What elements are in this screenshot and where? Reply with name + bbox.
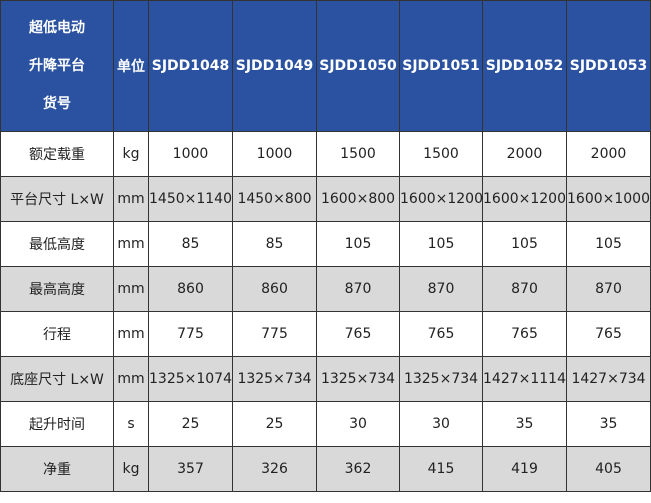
row-value: 105 — [316, 221, 400, 267]
row-value: 1450×800 — [232, 176, 317, 222]
row-value: 1500 — [399, 131, 483, 177]
row-value: 105 — [399, 221, 483, 267]
row-value: 870 — [482, 266, 567, 312]
row-value: 35 — [566, 401, 651, 447]
row-value: 870 — [316, 266, 400, 312]
row-unit: mm — [113, 221, 149, 267]
row-value: 405 — [566, 446, 651, 492]
header-title-line: 货号 — [43, 96, 71, 112]
table-row: 最高高度 mm 860 860 870 870 870 870 — [0, 266, 651, 312]
row-value: 1600×1000 — [566, 176, 651, 222]
header-model: SJDD1053 — [566, 0, 651, 132]
header-title-line: 超低电动 — [29, 20, 85, 36]
row-label: 净重 — [0, 446, 114, 492]
row-value: 326 — [232, 446, 317, 492]
row-value: 85 — [148, 221, 233, 267]
row-value: 870 — [566, 266, 651, 312]
row-value: 1500 — [316, 131, 400, 177]
row-unit: mm — [113, 356, 149, 402]
row-value: 105 — [566, 221, 651, 267]
row-value: 1325×734 — [399, 356, 483, 402]
row-label: 行程 — [0, 311, 114, 357]
row-label: 最高高度 — [0, 266, 114, 312]
row-value: 357 — [148, 446, 233, 492]
row-label: 平台尺寸 L×W — [0, 176, 114, 222]
row-value: 25 — [148, 401, 233, 447]
row-value: 775 — [232, 311, 317, 357]
table-row: 平台尺寸 L×W mm 1450×1140 1450×800 1600×800 1600×… — [0, 176, 651, 222]
row-label: 最低高度 — [0, 221, 114, 267]
row-value: 1450×1140 — [148, 176, 233, 222]
row-value: 1325×734 — [316, 356, 400, 402]
row-value: 765 — [399, 311, 483, 357]
row-value: 775 — [148, 311, 233, 357]
row-value: 765 — [482, 311, 567, 357]
row-value: 362 — [316, 446, 400, 492]
table-row: 最低高度 mm 85 85 105 105 105 105 — [0, 221, 651, 267]
table-row: 净重 kg 357 326 362 415 419 405 — [0, 446, 651, 492]
row-value: 35 — [482, 401, 567, 447]
row-value: 1600×1200 — [399, 176, 483, 222]
row-value: 2000 — [566, 131, 651, 177]
row-label: 底座尺寸 L×W — [0, 356, 114, 402]
row-label: 额定载重 — [0, 131, 114, 177]
row-value: 85 — [232, 221, 317, 267]
row-unit: mm — [113, 266, 149, 312]
row-value: 415 — [399, 446, 483, 492]
row-value: 870 — [399, 266, 483, 312]
row-value: 1600×800 — [316, 176, 400, 222]
row-unit: kg — [113, 446, 149, 492]
row-unit: kg — [113, 131, 149, 177]
table-row: 行程 mm 775 775 765 765 765 765 — [0, 311, 651, 357]
row-value: 1000 — [232, 131, 317, 177]
row-value: 765 — [316, 311, 400, 357]
row-value: 860 — [148, 266, 233, 312]
row-value: 765 — [566, 311, 651, 357]
row-value: 1427×1114 — [482, 356, 567, 402]
row-label: 起升时间 — [0, 401, 114, 447]
header-model: SJDD1052 — [482, 0, 567, 132]
header-model: SJDD1048 — [148, 0, 233, 132]
header-row: 超低电动 升降平台 货号 单位 SJDD1048 SJDD1049 SJDD10… — [0, 0, 651, 132]
row-value: 419 — [482, 446, 567, 492]
header-model: SJDD1050 — [316, 0, 400, 132]
row-value: 860 — [232, 266, 317, 312]
row-value: 105 — [482, 221, 567, 267]
header-title-line: 升降平台 — [29, 58, 85, 74]
table-row: 起升时间 s 25 25 30 30 35 35 — [0, 401, 651, 447]
row-value: 25 — [232, 401, 317, 447]
row-value: 1325×734 — [232, 356, 317, 402]
header-model: SJDD1051 — [399, 0, 483, 132]
row-value: 30 — [399, 401, 483, 447]
row-unit: s — [113, 401, 149, 447]
row-value: 30 — [316, 401, 400, 447]
row-value: 2000 — [482, 131, 567, 177]
header-title-cell: 超低电动 升降平台 货号 — [0, 0, 114, 132]
header-model: SJDD1049 — [232, 0, 317, 132]
row-value: 1600×1200 — [482, 176, 567, 222]
spec-table: 超低电动 升降平台 货号 单位 SJDD1048 SJDD1049 SJDD10… — [0, 0, 651, 492]
row-value: 1427×734 — [566, 356, 651, 402]
row-value: 1000 — [148, 131, 233, 177]
table-row: 额定载重 kg 1000 1000 1500 1500 2000 2000 — [0, 131, 651, 177]
row-unit: mm — [113, 311, 149, 357]
table-row: 底座尺寸 L×W mm 1325×1074 1325×734 1325×734 1325×… — [0, 356, 651, 402]
row-unit: mm — [113, 176, 149, 222]
row-value: 1325×1074 — [148, 356, 233, 402]
header-unit: 单位 — [113, 0, 149, 132]
